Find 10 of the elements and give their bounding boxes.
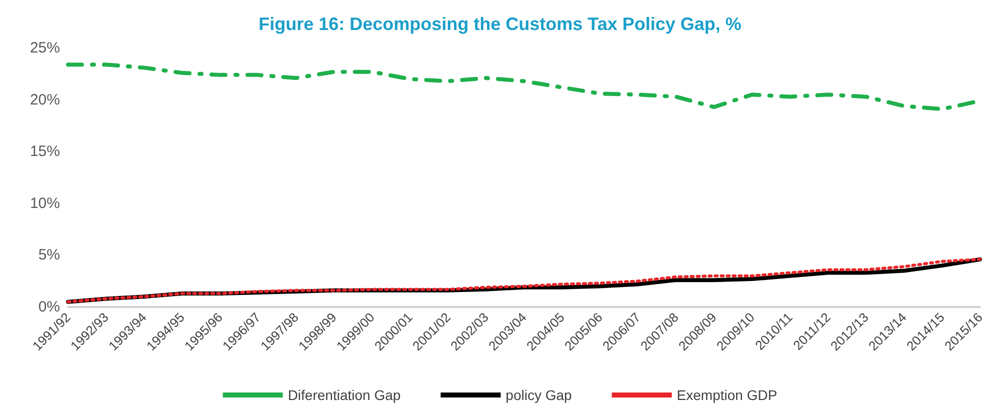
legend-label: Exemption GDP xyxy=(676,387,778,403)
y-tick-label: 10% xyxy=(30,194,60,212)
y-tick-label: 20% xyxy=(30,91,60,108)
legend-label: Diferentiation Gap xyxy=(288,387,401,403)
legend-label: policy Gap xyxy=(506,387,572,403)
y-tick-label: 0% xyxy=(38,298,60,316)
chart-title: Figure 16: Decomposing the Customs Tax Policy Gap, % xyxy=(258,14,742,34)
y-tick-label: 25% xyxy=(30,40,60,56)
y-tick-label: 15% xyxy=(30,143,60,160)
y-tick-label: 5% xyxy=(38,246,60,264)
